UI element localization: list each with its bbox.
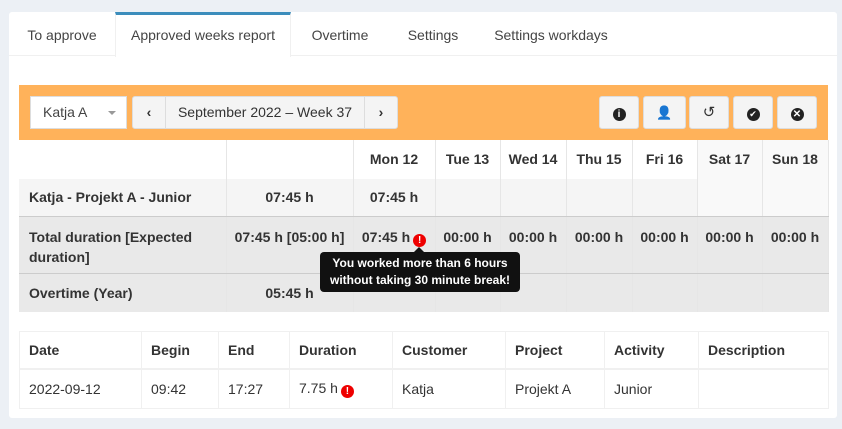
day-header: Mon 12 [353,140,436,179]
card: To approve Approved weeks report Overtim… [9,12,837,418]
day-cell: 00:00 h [697,216,763,274]
cell-end: 17:27 [218,368,290,409]
chevron-right-icon: › [378,104,384,120]
day-cell: 00:00 h [566,216,633,274]
tab-settings-workdays[interactable]: Settings workdays [494,27,608,43]
cell-customer: Katja [392,368,506,409]
table-row: Katja - Projekt A - Junior 07:45 h 07:45… [19,179,829,217]
caret-down-icon [108,111,116,115]
day-header: Sat 17 [697,140,763,179]
day-cell [500,179,567,217]
day-cell [762,179,829,217]
tab-bar: To approve Approved weeks report Overtim… [9,12,837,57]
warning-icon[interactable]: ! [340,384,354,398]
cell-date: 2022-09-12 [19,368,142,409]
column-header: Project [505,331,605,370]
row-total: 07:45 h [05:00 h] [226,216,354,274]
column-header: Duration [289,331,393,370]
reject-button[interactable]: ✕ [777,96,817,129]
approve-button[interactable]: ✔ [733,96,773,129]
column-header: Description [698,331,829,370]
column-header: End [218,331,290,370]
chevron-left-icon: ‹ [146,104,152,120]
cell-duration: 7.75 h! [289,368,393,409]
table-row: 2022-09-12 09:42 17:27 7.75 h! Katja Pro… [19,368,829,409]
column-header: Date [19,331,142,370]
duration-value: 7.75 h [299,379,338,396]
day-cell [762,273,829,312]
day-cell: 00:00 h [632,216,698,274]
table-row: Total duration [Expected duration] 07:45… [19,216,829,274]
header-empty [19,140,227,179]
history-button[interactable]: ↺ [689,96,729,129]
cell-project: Projekt A [505,368,605,409]
prev-week-button[interactable]: ‹ [132,96,166,129]
day-header: Wed 14 [500,140,567,179]
row-total: 07:45 h [226,179,354,217]
day-header: Fri 16 [632,140,698,179]
table-row: Overtime (Year) 05:45 h [19,273,829,312]
row-label: Overtime (Year) [19,273,227,312]
header-empty [226,140,354,179]
tab-overtime[interactable]: Overtime [311,27,369,43]
entries-header-row: Date Begin End Duration Customer Project… [19,331,829,370]
cell-activity: Junior [604,368,699,409]
info-button[interactable]: i [599,96,639,129]
day-cell [632,273,698,312]
day-header: Sun 18 [762,140,829,179]
row-label: Total duration [Expected duration] [19,216,227,274]
day-cell [632,179,698,217]
next-week-button[interactable]: › [364,96,398,129]
history-icon: ↺ [702,104,716,121]
user-select[interactable]: Katja A [30,96,127,129]
user-clock-icon: 👤 [656,105,673,120]
user-select-value: Katja A [43,104,88,120]
check-circle-icon: ✔ [746,108,760,121]
cell-description [698,368,829,409]
day-cell [566,273,633,312]
day-cell: 00:00 h [762,216,829,274]
tab-approved-weeks-report[interactable]: Approved weeks report [115,12,291,57]
warning-icon[interactable]: ! [413,234,427,247]
day-cell: 07:45 h [353,179,436,217]
day-header: Thu 15 [566,140,633,179]
day-header: Tue 13 [435,140,501,179]
cell-begin: 09:42 [141,368,219,409]
info-icon: i [612,108,626,121]
week-header-row: Mon 12 Tue 13 Wed 14 Thu 15 Fri 16 Sat 1… [19,140,829,179]
times-circle-icon: ✕ [790,108,804,121]
toolbar: Katja A ‹ September 2022 – Week 37 › i 👤… [19,85,828,140]
day-cell [435,179,501,217]
column-header: Begin [141,331,219,370]
day-cell [697,273,763,312]
day-value: 07:45 h [361,229,411,245]
column-header: Customer [392,331,506,370]
week-table: Mon 12 Tue 13 Wed 14 Thu 15 Fri 16 Sat 1… [19,140,829,312]
week-label: September 2022 – Week 37 [165,96,365,129]
tab-to-approve[interactable]: To approve [27,27,97,43]
tab-settings[interactable]: Settings [407,27,459,43]
day-cell [697,179,763,217]
row-label: Katja - Projekt A - Junior [19,179,227,217]
user-clock-button[interactable]: 👤 [643,96,686,129]
warning-tooltip: You worked more than 6 hours without tak… [320,247,520,292]
column-header: Activity [604,331,699,370]
entries-table: Date Begin End Duration Customer Project… [19,331,829,409]
day-cell [566,179,633,217]
